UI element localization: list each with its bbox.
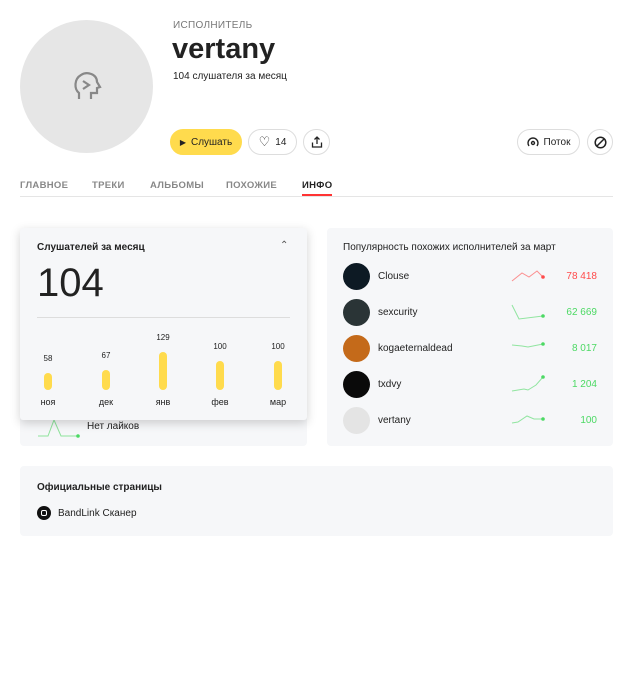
trend-sparkline [511,415,545,424]
artist-thumbnail [343,406,370,434]
stream-label: Поток [543,136,571,148]
similar-artist-row[interactable]: sexcurity 62 669 [343,297,597,327]
monthly-listeners: 104 слушателя за месяц [173,71,287,82]
share-icon [311,136,322,148]
divider [37,317,290,318]
likes-sparkline [38,418,80,438]
listeners-title: Слушателей за месяц [37,242,145,253]
trend-sparkline [511,270,545,282]
tab-similar[interactable]: ПОХОЖИЕ [226,180,278,191]
similar-artist-name: txdvy [378,378,402,390]
similar-artist-name: vertany [378,414,411,426]
similar-artist-row[interactable]: Clouse 78 418 [343,261,597,291]
bar-category-label: дек [98,397,114,407]
play-label: Слушать [190,136,233,148]
listeners-bar-chart: 58 ноя 67 дек 129 янв 100 фев 100 мар [20,228,307,420]
likes-count: 14 [275,136,287,148]
tab-bar: ГЛАВНОЕ ТРЕКИ АЛЬБОМЫ ПОХОЖИЕ ИНФО [20,180,613,197]
bar-value-label: 100 [271,341,285,351]
similar-artist-row[interactable]: vertany 100 [343,405,597,435]
tab-main[interactable]: ГЛАВНОЕ [20,180,69,191]
bar-value-label: 58 [43,353,53,363]
artist-placeholder-icon [73,71,102,99]
tab-info[interactable]: ИНФО [302,180,333,196]
similar-artist-name: sexcurity [378,306,418,318]
artist-thumbnail [343,334,370,362]
similar-title: Популярность похожих исполнителей за мар… [343,242,556,253]
block-button[interactable] [587,129,613,155]
similar-artists-card: Популярность похожих исполнителей за мар… [327,228,613,446]
stream-button[interactable]: Поток [517,129,580,155]
bandlink-icon [37,506,51,520]
bar-category-label: мар [269,397,287,407]
bar [102,370,110,390]
bar-category-label: янв [155,397,171,407]
official-title: Официальные страницы [37,482,162,493]
bandlink-label: BandLink Сканер [58,507,137,519]
block-icon [593,135,607,149]
artist-thumbnail [343,370,370,398]
share-button[interactable] [303,129,330,155]
similar-artist-listeners: 1 204 [571,378,597,390]
artist-name: vertany [172,33,276,65]
similar-artist-name: Clouse [378,270,410,282]
similar-artist-listeners: 100 [580,414,597,426]
collapse-chevron-icon[interactable]: ⌃ [280,240,289,251]
play-icon: ▶ [179,137,186,147]
similar-artist-listeners: 62 669 [566,306,597,318]
play-button[interactable]: ▶ Слушать [170,129,242,155]
bar-value-label: 67 [101,351,111,361]
like-button[interactable]: ♡ 14 [248,129,297,155]
artist-type-label: ИСПОЛНИТЕЛЬ [173,20,253,31]
bar [44,372,52,390]
heart-icon: ♡ [258,134,271,149]
bar [216,360,224,390]
bar [274,360,282,390]
similar-artist-name: kogaeternaldead [378,342,453,354]
bar-value-label: 100 [213,341,227,351]
similar-artist-listeners: 78 418 [566,270,597,282]
listeners-popup: Слушателей за месяц ⌃ 104 58 ноя 67 дек 129 я… [20,228,307,420]
bar-category-label: фев [211,397,229,407]
similar-artist-row[interactable]: txdvy 1 204 [343,369,597,399]
artist-avatar [20,20,153,153]
trend-sparkline [511,375,545,392]
tab-tracks[interactable]: ТРЕКИ [92,180,125,191]
likes-text: Нет лайков [87,421,140,432]
official-pages-card: Официальные страницы BandLink Сканер [20,466,613,536]
artist-thumbnail [343,262,370,290]
artist-thumbnail [343,298,370,326]
trend-sparkline [511,342,545,348]
bar-value-label: 129 [156,333,170,342]
bar [159,352,167,390]
bar-category-label: ноя [40,397,56,407]
similar-artist-row[interactable]: kogaeternaldead 8 017 [343,333,597,363]
similar-artist-listeners: 8 017 [571,342,597,354]
listeners-value: 104 [37,261,104,305]
trend-sparkline [511,304,545,320]
bandlink-link[interactable]: BandLink Сканер [37,506,137,520]
tab-albums[interactable]: АЛЬБОМЫ [150,180,205,191]
stream-icon [526,137,539,147]
